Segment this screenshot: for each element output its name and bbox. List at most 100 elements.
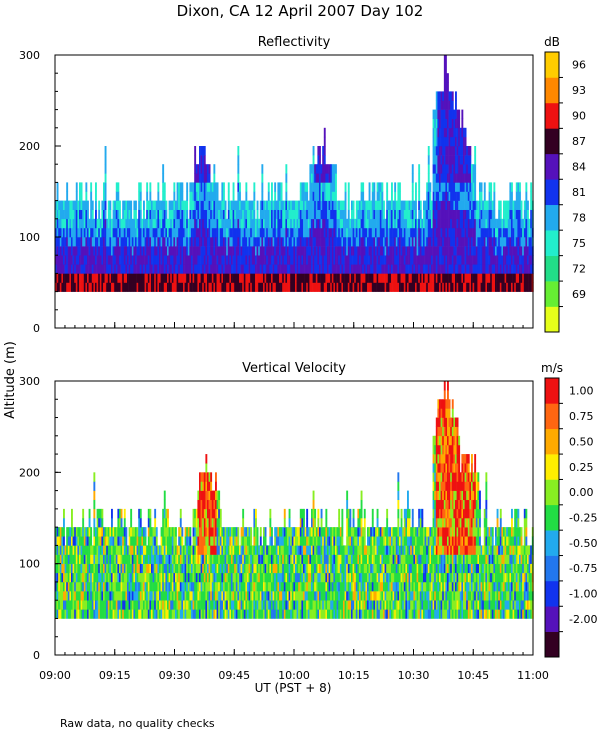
data-cell <box>243 527 246 537</box>
data-cell <box>248 591 251 601</box>
data-cell <box>309 246 312 256</box>
data-cell <box>263 237 265 247</box>
data-cell <box>170 282 173 292</box>
data-cell <box>304 209 307 220</box>
data-cell <box>203 146 206 156</box>
data-cell <box>367 264 369 274</box>
data-cell <box>434 109 437 119</box>
data-cell <box>515 218 518 229</box>
data-cell <box>197 490 200 501</box>
data-cell <box>83 227 86 238</box>
data-cell <box>306 191 309 201</box>
colorbar-label: 90 <box>572 110 586 123</box>
data-cell <box>235 545 238 555</box>
data-cell <box>147 255 150 265</box>
data-cell <box>160 264 163 274</box>
data-cell <box>437 255 440 265</box>
data-cell <box>453 200 456 210</box>
data-cell <box>287 209 289 220</box>
data-cell <box>440 191 443 201</box>
data-cell <box>175 255 177 265</box>
data-cell <box>133 536 136 546</box>
data-cell <box>112 572 115 583</box>
data-cell <box>143 255 145 265</box>
data-cell <box>83 554 86 564</box>
data-cell <box>200 508 203 519</box>
data-cell <box>251 264 254 274</box>
data-cell <box>93 581 96 592</box>
data-cell <box>240 237 243 247</box>
data-cell <box>186 591 189 601</box>
data-cell <box>143 527 145 537</box>
data-cell <box>199 609 201 619</box>
data-cell <box>99 508 102 519</box>
data-cell <box>55 246 57 256</box>
data-cell <box>437 237 440 247</box>
data-cell <box>419 209 422 220</box>
data-cell <box>344 282 347 292</box>
data-cell <box>85 282 88 292</box>
data-cell <box>178 282 181 292</box>
data-cell <box>151 536 153 546</box>
data-cell <box>243 545 246 555</box>
data-cell <box>435 155 438 165</box>
data-cell <box>280 182 283 192</box>
data-cell <box>195 273 198 283</box>
data-cell <box>56 581 59 592</box>
data-cell <box>112 246 115 256</box>
data-cell <box>88 591 91 601</box>
data-cell <box>56 209 59 220</box>
data-cell <box>464 164 467 174</box>
data-cell <box>210 536 213 546</box>
data-cell <box>146 200 149 210</box>
data-cell <box>399 255 401 265</box>
data-cell <box>147 518 150 528</box>
data-cell <box>75 237 78 247</box>
data-cell <box>87 237 89 247</box>
data-cell <box>167 527 169 537</box>
data-cell <box>530 237 533 247</box>
data-cell <box>279 227 281 238</box>
data-cell <box>298 273 301 283</box>
data-cell <box>371 200 374 210</box>
data-cell <box>303 200 305 210</box>
data-cell <box>91 563 94 574</box>
data-cell <box>213 209 216 220</box>
data-cell <box>226 536 229 546</box>
data-cell <box>487 264 489 274</box>
data-cell <box>141 536 144 546</box>
data-cell <box>498 264 501 274</box>
data-cell <box>362 273 365 283</box>
data-cell <box>400 282 403 292</box>
data-cell <box>328 200 331 210</box>
data-cell <box>451 255 454 265</box>
data-cell <box>205 191 208 201</box>
data-cell <box>199 481 201 491</box>
data-cell <box>98 246 101 256</box>
data-cell <box>336 237 339 247</box>
data-cell <box>439 273 441 283</box>
data-cell <box>301 209 304 220</box>
data-cell <box>335 246 337 256</box>
data-cell <box>525 209 528 220</box>
data-cell <box>312 282 315 292</box>
data-cell <box>175 246 177 256</box>
data-cell <box>346 282 349 292</box>
data-cell <box>423 218 425 229</box>
data-cell <box>170 273 173 283</box>
data-cell <box>480 264 483 274</box>
data-cell <box>397 209 400 220</box>
data-cell <box>119 246 121 256</box>
data-cell <box>205 454 208 464</box>
data-cell <box>199 264 201 274</box>
data-cell <box>461 127 464 138</box>
data-cell <box>123 536 126 546</box>
data-cell <box>133 600 136 610</box>
data-cell <box>344 264 347 274</box>
data-cell <box>231 255 233 265</box>
data-cell <box>195 255 198 265</box>
data-cell <box>215 518 217 528</box>
data-cell <box>392 200 395 210</box>
data-cell <box>205 472 208 482</box>
data-cell <box>147 264 150 274</box>
